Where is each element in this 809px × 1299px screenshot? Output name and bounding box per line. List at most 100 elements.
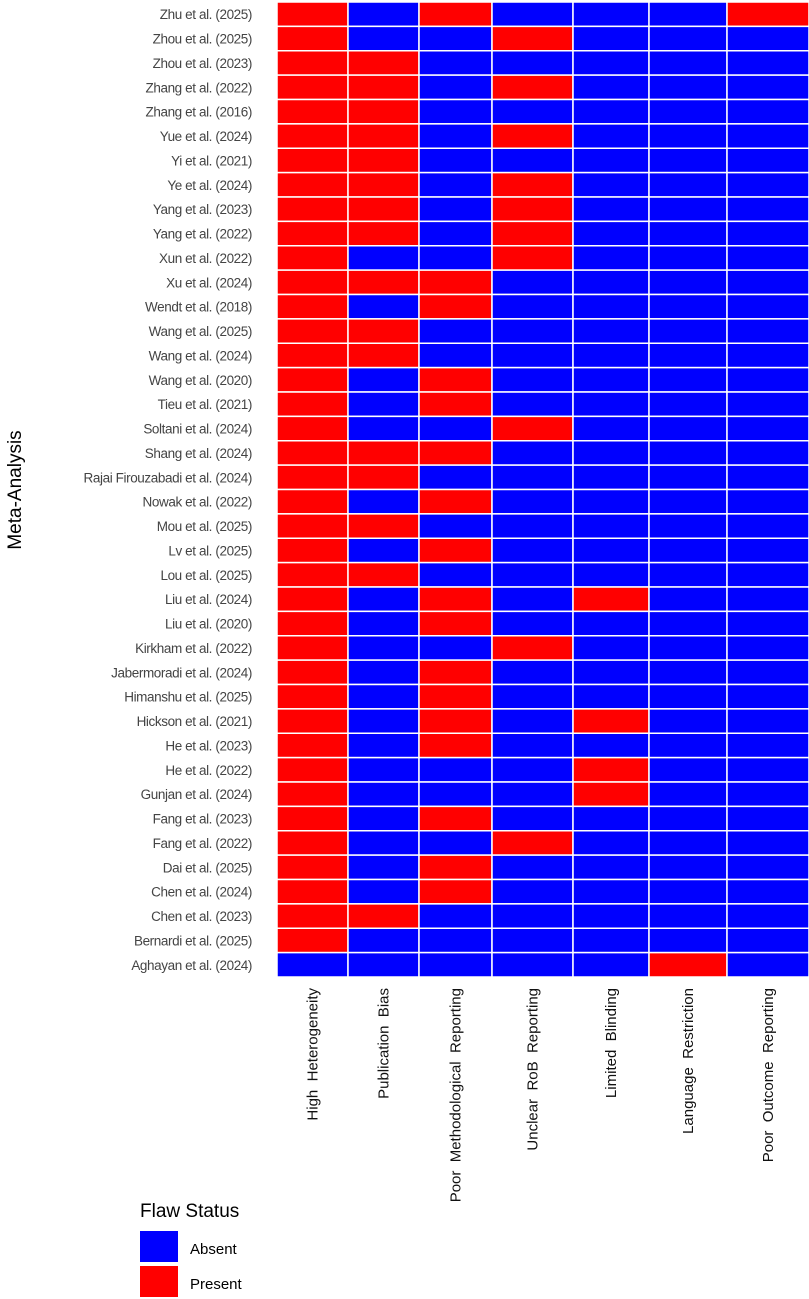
heatmap-cell (418, 513, 493, 539)
y-tick-label: Chen et al. (2024) (151, 885, 252, 900)
heatmap-cell (491, 659, 574, 686)
heatmap-cell (572, 513, 650, 539)
heatmap-cell (572, 586, 650, 613)
heatmap-cell (648, 74, 728, 101)
heatmap-cell (418, 610, 493, 637)
heatmap-cell (491, 220, 574, 247)
heatmap-cell (648, 537, 728, 564)
heatmap-cell (276, 537, 349, 564)
heatmap-cell (491, 805, 574, 832)
heatmap-cell (648, 756, 728, 783)
heatmap-cell (726, 830, 809, 856)
y-tick-label: Wang et al. (2020) (149, 373, 252, 388)
heatmap-cell (347, 513, 420, 539)
heatmap-cell (276, 805, 349, 832)
heatmap-cell (648, 440, 728, 466)
heatmap-cell (347, 732, 420, 759)
heatmap-cell (726, 391, 809, 418)
heatmap-cell (276, 171, 349, 198)
heatmap-cell (347, 220, 420, 247)
y-tick-label: He et al. (2022) (165, 763, 252, 778)
heatmap-cell (648, 805, 728, 832)
heatmap-cell (648, 147, 728, 174)
heatmap-cell (276, 415, 349, 442)
heatmap-cell (491, 245, 574, 271)
heatmap-cell (418, 635, 493, 661)
heatmap-cell (648, 293, 728, 320)
heatmap-cell (491, 293, 574, 320)
heatmap-cell (491, 98, 574, 125)
heatmap-cell (572, 830, 650, 856)
heatmap-cell (418, 854, 493, 881)
heatmap-cell (726, 1, 809, 28)
heatmap-cell (347, 98, 420, 125)
heatmap-cell (572, 781, 650, 808)
x-tick-label: Poor Methodological Reporting (448, 988, 465, 1202)
heatmap-cell (572, 561, 650, 588)
heatmap-cell (276, 732, 349, 759)
heatmap-cell (572, 269, 650, 296)
heatmap-cell (726, 464, 809, 491)
heatmap-cell (418, 830, 493, 856)
heatmap-cell (491, 74, 574, 101)
heatmap-cell (726, 220, 809, 247)
heatmap-cell (648, 781, 728, 808)
heatmap-cell (276, 318, 349, 344)
heatmap-cell (648, 488, 728, 515)
heatmap-cell (491, 756, 574, 783)
heatmap-cell (491, 854, 574, 881)
heatmap-cell (648, 269, 728, 296)
heatmap-cell (491, 391, 574, 418)
y-tick-label: Lou et al. (2025) (160, 568, 252, 583)
heatmap-cell (276, 1, 349, 28)
heatmap-cell (276, 683, 349, 710)
heatmap-cell (648, 50, 728, 76)
heatmap-cell (726, 74, 809, 101)
y-tick-label: Nowak et al. (2022) (143, 495, 252, 510)
heatmap-cell (726, 98, 809, 125)
heatmap-cell (726, 25, 809, 52)
heatmap-cell (726, 342, 809, 369)
heatmap-cell (572, 464, 650, 491)
heatmap-cell (418, 25, 493, 52)
heatmap-cell (276, 269, 349, 296)
heatmap-cell (726, 781, 809, 808)
heatmap-cell (347, 659, 420, 686)
heatmap-cell (648, 464, 728, 491)
heatmap-cell (418, 951, 493, 978)
heatmap-cell (572, 878, 650, 905)
heatmap-cell (276, 293, 349, 320)
y-tick-label: Shang et al. (2024) (145, 446, 252, 461)
y-tick-label: Zhou et al. (2023) (153, 56, 252, 71)
heatmap-cell (572, 147, 650, 174)
heatmap-cell (491, 366, 574, 393)
heatmap-cell (418, 561, 493, 588)
heatmap-cell (726, 635, 809, 661)
heatmap-cell (572, 708, 650, 734)
y-tick-label: Lv et al. (2025) (168, 543, 252, 558)
x-tick-label: Unclear RoB Reporting (525, 988, 542, 1151)
heatmap-cell (726, 415, 809, 442)
heatmap-cell (276, 440, 349, 466)
heatmap-cell (491, 147, 574, 174)
x-tick-label: High Heterogeneity (305, 988, 322, 1121)
heatmap-cell (648, 25, 728, 52)
heatmap-cell (491, 488, 574, 515)
heatmap-cell (491, 269, 574, 296)
heatmap-cell (276, 342, 349, 369)
heatmap-cell (491, 1, 574, 28)
legend-label-absent: Absent (190, 1241, 238, 1258)
heatmap-cell (726, 245, 809, 271)
heatmap-cell (276, 391, 349, 418)
heatmap-cell (491, 123, 574, 149)
heatmap-cell (726, 805, 809, 832)
heatmap-cell (418, 123, 493, 149)
heatmap-cell (347, 683, 420, 710)
heatmap-cell (491, 683, 574, 710)
y-tick-label: Bernardi et al. (2025) (134, 933, 252, 948)
heatmap-cell (572, 74, 650, 101)
heatmap-cell (648, 561, 728, 588)
y-tick-label: Zhou et al. (2025) (153, 32, 252, 47)
heatmap-cell (418, 391, 493, 418)
heatmap-cell (418, 196, 493, 223)
